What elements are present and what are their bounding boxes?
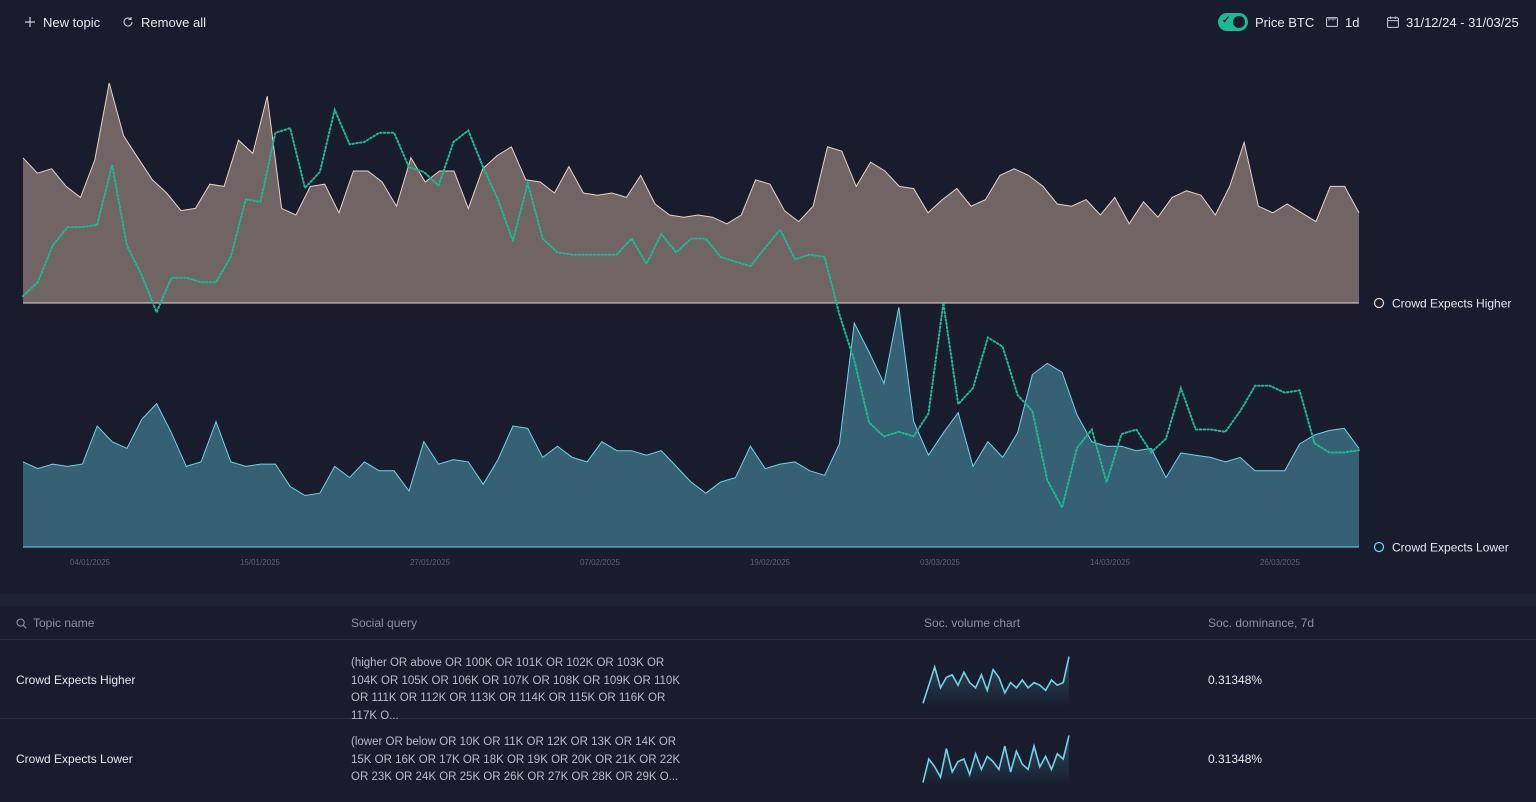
area-higher xyxy=(23,83,1359,303)
dominance-value: 0.31348% xyxy=(1208,752,1263,766)
refresh-icon xyxy=(123,17,133,27)
price-btc-toggle[interactable]: ✓ Price BTC xyxy=(1218,12,1314,32)
topic-name-header[interactable]: Topic name xyxy=(16,616,94,630)
social-query: (lower OR below OR 10K OR 11K OR 12K OR … xyxy=(351,736,681,783)
remove-all-button[interactable]: Remove all xyxy=(122,12,206,32)
sparkline-area xyxy=(923,656,1069,708)
sparkline-line xyxy=(922,735,1070,783)
table-header: Topic name Social query Soc. volume char… xyxy=(0,606,1536,640)
x-tick-label: 26/03/2025 xyxy=(1260,558,1301,567)
x-tick-label: 27/01/2025 xyxy=(410,558,451,567)
x-tick-label: 14/03/2025 xyxy=(1090,558,1131,567)
interval-selector[interactable]: 1d xyxy=(1326,12,1359,32)
x-tick-label: 04/01/2025 xyxy=(70,558,111,567)
topic-name: Crowd Expects Higher xyxy=(16,673,136,687)
x-tick-label: 03/03/2025 xyxy=(920,558,961,567)
volume-sparkline xyxy=(922,656,1070,708)
plus-icon xyxy=(25,17,35,27)
toggle-switch[interactable]: ✓ xyxy=(1218,13,1248,31)
search-icon xyxy=(16,617,27,629)
area-lower xyxy=(23,307,1359,547)
social-query-header: Social query xyxy=(351,616,418,630)
series-marker-lower-icon xyxy=(1373,541,1385,553)
series-label-higher: Crowd Expects Higher xyxy=(1392,297,1511,311)
line-lower xyxy=(22,307,1360,497)
sparkline-line xyxy=(922,656,1070,704)
remove-all-label: Remove all xyxy=(141,14,207,30)
new-topic-button[interactable]: New topic xyxy=(24,12,100,32)
legend-lower[interactable]: Crowd Expects Lower xyxy=(1373,541,1509,555)
line-higher xyxy=(22,82,1360,225)
check-icon: ✓ xyxy=(1222,15,1231,26)
table-row[interactable]: Crowd Expects Higher (higher OR above OR… xyxy=(0,640,1536,722)
volume-chart-header: Soc. volume chart xyxy=(924,616,1021,630)
x-tick-label: 19/02/2025 xyxy=(750,558,791,567)
date-range-label: 31/12/24 - 31/03/25 xyxy=(1406,14,1519,30)
calendar-icon xyxy=(1387,16,1399,28)
series-label-lower: Crowd Expects Lower xyxy=(1392,541,1509,555)
new-topic-label: New topic xyxy=(43,14,101,30)
toolbar: New topic Remove all ✓ Price BTC 1d 31/1… xyxy=(0,0,1536,44)
table-row[interactable]: Crowd Expects Lower (lower OR below OR 1… xyxy=(0,719,1536,802)
sparkline-area xyxy=(923,735,1069,787)
price-btc-line xyxy=(22,106,1360,511)
volume-sparkline xyxy=(922,735,1070,787)
series-marker-higher-icon xyxy=(1373,297,1385,309)
price-btc-label: Price BTC xyxy=(1255,14,1315,30)
x-tick-label: 07/02/2025 xyxy=(580,558,621,567)
dominance-value: 0.31348% xyxy=(1208,673,1263,687)
date-range-picker[interactable]: 31/12/24 - 31/03/25 xyxy=(1387,12,1519,32)
topic-name: Crowd Expects Lower xyxy=(16,752,133,766)
ruler-icon xyxy=(1326,17,1338,27)
legend-higher[interactable]: Crowd Expects Higher xyxy=(1373,297,1512,311)
x-tick-label: 15/01/2025 xyxy=(240,558,281,567)
interval-label: 1d xyxy=(1345,14,1360,30)
social-volume-chart[interactable]: 04/01/2025 15/01/2025 27/01/2025 07/02/2025… xyxy=(0,44,1536,594)
dominance-header[interactable]: Soc. dominance, 7d xyxy=(1208,616,1315,630)
social-query: (higher OR above OR 100K OR 101K OR 102K… xyxy=(351,657,680,722)
section-divider xyxy=(0,594,1536,606)
